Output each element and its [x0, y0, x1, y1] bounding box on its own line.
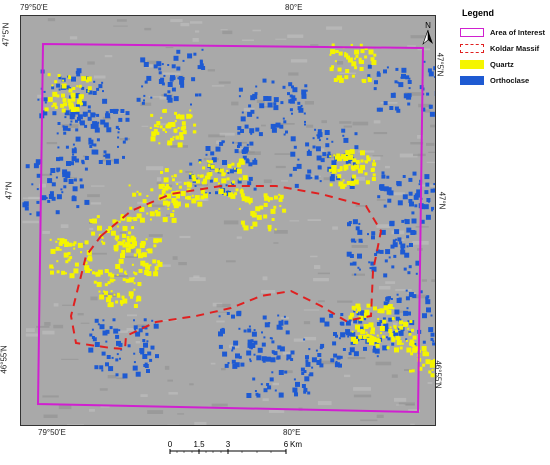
scale-tick-1: 1.5 — [193, 440, 205, 449]
lat-label-left-top: 47°5'N — [1, 22, 11, 47]
lat-label-right-bottom: 46°55'N — [433, 360, 443, 389]
lon-label-top-left: 79°50'E — [20, 3, 48, 12]
legend-item-orthoclase: Orthoclase — [460, 74, 529, 86]
lat-label-right-mid: 47°N — [437, 191, 447, 210]
lat-label-left-bottom: 46°55'N — [0, 345, 9, 374]
legend-label: Orthoclase — [490, 75, 530, 85]
scale-tick-0: 0 — [168, 440, 173, 449]
lon-label-top-right: 80°E — [285, 3, 303, 12]
lon-label-bottom-right: 80°E — [283, 428, 301, 437]
scale-unit: Km — [290, 440, 302, 449]
legend-label: Quartz — [490, 59, 514, 69]
lat-label-right-top: 47°5'N — [435, 52, 445, 77]
legend-title: Legend — [462, 8, 495, 18]
legend-item-quartz: Quartz — [460, 58, 514, 70]
massif-swatch — [460, 43, 484, 53]
area-of-interest-polygon — [36, 42, 425, 414]
scale-tick-3: 6 — [284, 440, 289, 449]
map-canvas — [22, 18, 435, 425]
legend-label: Area of Interest — [490, 27, 546, 37]
legend-item-massif: Koldar Massif — [460, 42, 539, 54]
north-arrow-icon: N — [422, 20, 434, 46]
legend-label: Koldar Massif — [490, 43, 540, 53]
north-letter: N — [425, 21, 431, 30]
legend-item-aoi: Area of Interest — [460, 26, 545, 38]
lon-label-bottom-left: 79°50'E — [38, 428, 66, 437]
map-panel[interactable] — [20, 15, 436, 426]
quartz-swatch — [460, 59, 484, 69]
koldar-massif-outline — [69, 185, 383, 351]
quartz-pixels — [44, 43, 435, 378]
scale-tick-2: 3 — [226, 440, 231, 449]
scale-bar: 0 1.5 3 6 Km — [150, 438, 310, 460]
orthoclase-swatch — [460, 75, 484, 85]
aoi-swatch — [460, 27, 484, 37]
lat-label-left-mid: 47°N — [4, 181, 14, 200]
